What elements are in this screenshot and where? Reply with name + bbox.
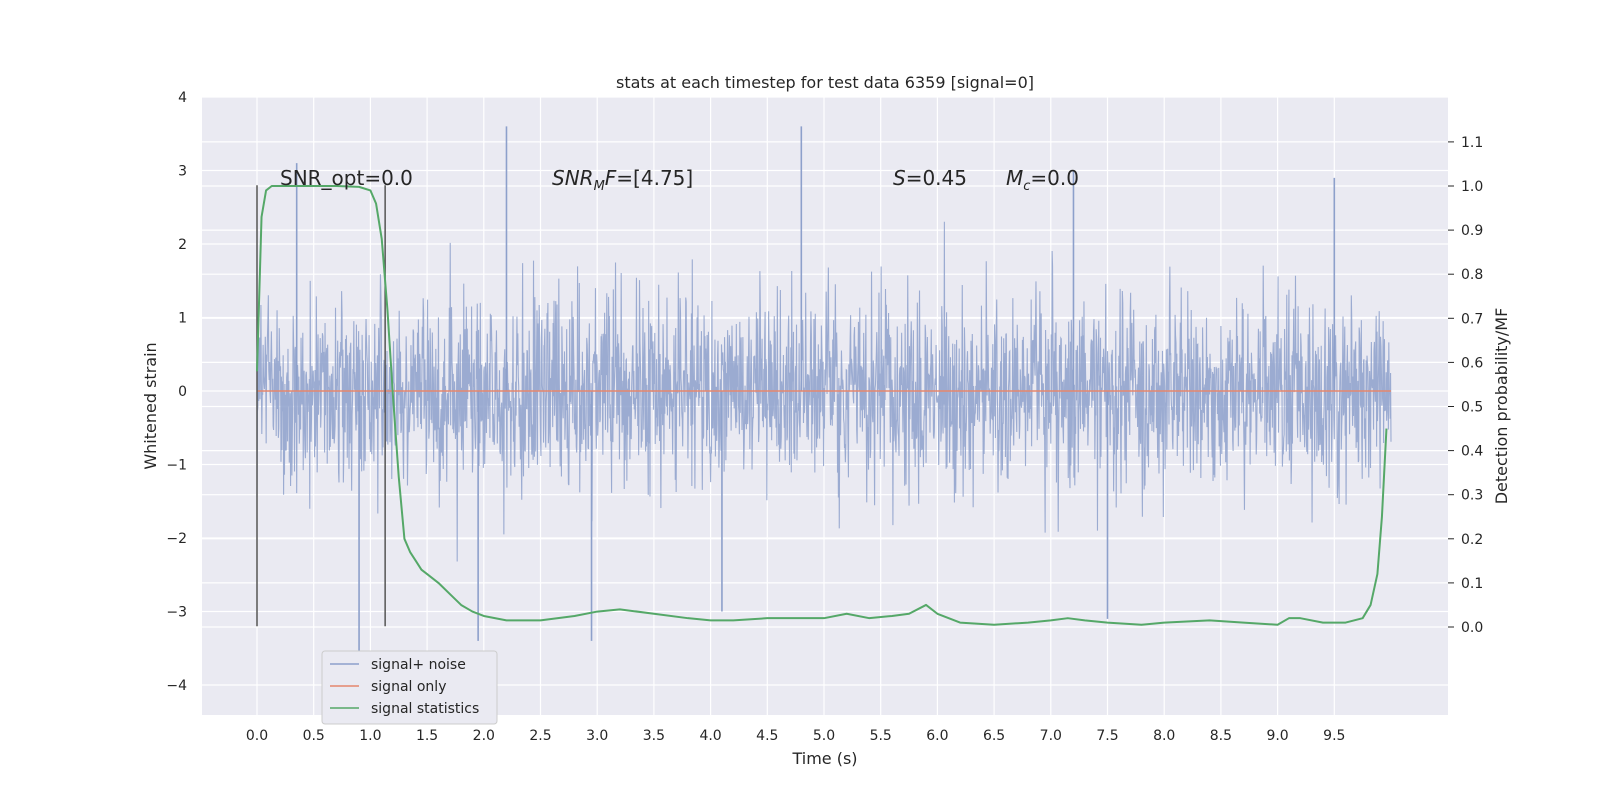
x-tick-label: 2.5 xyxy=(529,728,551,744)
x-tick-label: 2.0 xyxy=(473,728,495,744)
x-tick-label: 9.5 xyxy=(1323,728,1345,744)
right-tick-label: 0.8 xyxy=(1461,267,1483,283)
legend-label-signal-noise: signal+ noise xyxy=(371,657,466,673)
x-tick-label: 6.5 xyxy=(983,728,1005,744)
right-tick-label: 0.5 xyxy=(1461,400,1483,416)
x-tick-label: 0.5 xyxy=(303,728,325,744)
x-tick-label: 0.0 xyxy=(246,728,268,744)
right-tick-label: 0.4 xyxy=(1461,444,1483,460)
x-tick-label: 7.5 xyxy=(1096,728,1118,744)
x-tick-label: 5.0 xyxy=(813,728,835,744)
x-tick-label: 3.5 xyxy=(643,728,665,744)
annotation-snr-opt: SNR_opt=0.0 xyxy=(280,166,413,190)
left-tick-label: −4 xyxy=(166,678,187,694)
left-tick-label: 2 xyxy=(178,237,187,253)
left-tick-label: 0 xyxy=(178,384,187,400)
annotation-mc: Mc=0.0 xyxy=(1006,166,1079,194)
x-tick-label: 1.5 xyxy=(416,728,438,744)
x-tick-label: 1.0 xyxy=(359,728,381,744)
left-axis-title: Whitened strain xyxy=(141,342,160,469)
legend-box xyxy=(321,650,498,725)
right-tick-label: 0.9 xyxy=(1461,223,1483,239)
left-tick-label: 1 xyxy=(178,311,187,327)
x-tick-label: 8.0 xyxy=(1153,728,1175,744)
right-tick-label: 1.1 xyxy=(1461,135,1483,151)
right-tick-label: 0.3 xyxy=(1461,488,1483,504)
annotation-s: S=0.45 xyxy=(893,166,967,190)
x-tick-label: 8.5 xyxy=(1210,728,1232,744)
legend-label-signal-only: signal only xyxy=(371,679,446,695)
left-tick-label: 3 xyxy=(178,164,187,180)
left-tick-label: 4 xyxy=(178,90,187,106)
right-tick-label: 1.0 xyxy=(1461,179,1483,195)
signal-noise-line xyxy=(256,221,1392,562)
signal-statistics-series xyxy=(256,185,1388,626)
x-tick-label: 7.0 xyxy=(1040,728,1062,744)
right-tick-label: 0.6 xyxy=(1461,355,1483,371)
left-tick-label: −3 xyxy=(166,605,187,621)
right-tick-label: 0.7 xyxy=(1461,311,1483,327)
signal-noise-series xyxy=(256,126,1392,678)
left-tick-label: −1 xyxy=(166,458,187,474)
annotation-snr-mf: SNRMF=[4.75] xyxy=(552,166,693,194)
x-tick-label: 6.0 xyxy=(926,728,948,744)
legend-label-signal-statistics: signal statistics xyxy=(371,701,479,717)
right-axis-ticks: 0.0 0.1 0.2 0.3 0.4 0.5 0.6 0.7 0.8 0.9 1.0 1.1 xyxy=(1448,135,1483,636)
x-tick-label: 4.5 xyxy=(756,728,778,744)
x-axis-ticks: 0.0 0.5 1.0 1.5 2.0 2.5 3.0 3.5 4.0 4.5 5.0 5.5 6.0 6… xyxy=(246,728,1346,744)
left-tick-label: −2 xyxy=(166,531,187,547)
signal-statistics-line xyxy=(256,185,1388,626)
left-axis-ticks: −4 −3 −2 −1 0 1 2 3 4 xyxy=(166,90,187,694)
chart-title: stats at each timestep for test data 635… xyxy=(616,73,1034,92)
right-tick-label: 0.1 xyxy=(1461,576,1483,592)
x-tick-label: 4.0 xyxy=(699,728,721,744)
x-tick-label: 3.0 xyxy=(586,728,608,744)
right-axis-title: Detection probability/MF xyxy=(1492,308,1511,505)
legend: signal+ noise signal only signal statist… xyxy=(321,650,498,725)
right-tick-label: 0.2 xyxy=(1461,532,1483,548)
x-tick-label: 5.5 xyxy=(870,728,892,744)
annotations: SNR_opt=0.0 SNRMF=[4.75] S=0.45 Mc=0.0 xyxy=(280,166,1079,194)
vertical-marker-lines xyxy=(256,185,386,627)
x-axis-title: Time (s) xyxy=(791,749,857,768)
x-tick-label: 9.0 xyxy=(1266,728,1288,744)
right-tick-label: 0.0 xyxy=(1461,620,1483,636)
